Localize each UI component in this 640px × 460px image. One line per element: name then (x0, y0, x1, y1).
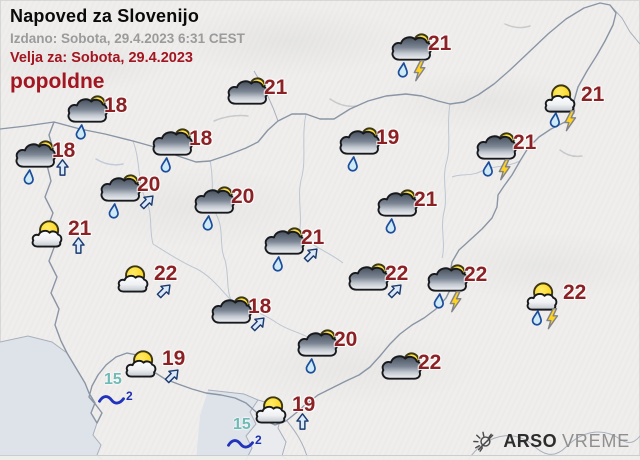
thunderstorm-icon (476, 132, 518, 181)
logo-product: VREME (561, 431, 630, 451)
weather-station: 22 (525, 280, 586, 334)
temperature-label: 22 (563, 281, 587, 304)
sketch-sun-icon (473, 431, 494, 452)
temperature-label: 19 (376, 126, 400, 149)
wind-arrow-ne-icon (156, 282, 173, 299)
rain-shower-icon (100, 174, 142, 220)
weather-station: 22 (426, 262, 487, 316)
rain-shower-icon (339, 127, 381, 173)
arso-vreme-logo: ARSO VREME (471, 429, 630, 454)
adriatic-sea (0, 336, 102, 460)
temperature-label: 22 (464, 263, 488, 286)
sea-temperature-label: 15 (233, 416, 251, 433)
temperature-label: 18 (248, 295, 272, 318)
weather-station: 22 (116, 261, 177, 315)
temperature-label: 22 (154, 262, 178, 285)
logo-agency: ARSO (503, 431, 557, 451)
temperature-label: 21 (301, 226, 325, 249)
weather-station: 18 (14, 138, 75, 192)
sun-rain-storm-icon (544, 84, 577, 132)
weather-station: 21 (263, 225, 324, 279)
temperature-label: 18 (52, 139, 76, 162)
temperature-label: 21 (68, 217, 92, 240)
valid-date: Velja za: Sobota, 29.4.2023 (10, 50, 193, 67)
wave-icon (98, 395, 125, 405)
weather-station: 19 (254, 392, 315, 446)
mostly-cloudy-icon (381, 352, 423, 380)
temperature-label: 19 (292, 393, 316, 416)
temperature-label: 20 (334, 328, 358, 351)
weather-station: 21 (30, 216, 91, 270)
bay-of-piran-sea (196, 390, 258, 460)
river-line (95, 158, 124, 166)
rain-shower-icon (152, 128, 194, 174)
partly-sunny-icon (117, 265, 149, 293)
temperature-label: 22 (385, 262, 409, 285)
weather-station: 21 (475, 130, 536, 184)
weather-station: 18 (66, 93, 127, 147)
partly-sunny-icon (31, 220, 63, 248)
rain-shower-icon (264, 227, 306, 273)
sea-temperature-label: 15 (104, 371, 122, 388)
wave-height-value: 2 (126, 389, 133, 403)
temperature-label: 19 (162, 347, 186, 370)
temperature-label: 21 (581, 83, 605, 106)
weather-station: 18 (151, 126, 212, 180)
thunderstorm-icon (391, 33, 433, 82)
sun-rain-storm-icon (526, 282, 559, 330)
issued-timestamp: Izdano: Sobota, 29.4.2023 6:31 CEST (10, 30, 245, 46)
temperature-label: 18 (104, 94, 128, 117)
map-header: Napoved za Slovenijo Izdano: Sobota, 29.… (10, 6, 245, 94)
rain-shower-icon (377, 189, 419, 235)
wind-arrow-ne-icon (139, 193, 156, 210)
weather-station: 20 (193, 184, 254, 238)
italy-austria-border (0, 121, 55, 130)
rain-shower-icon (297, 329, 339, 375)
weather-station: 20 (296, 327, 357, 381)
wave-height-value: 2 (255, 433, 262, 447)
wind-arrow-ne-icon (164, 367, 181, 384)
temperature-label: 21 (264, 76, 288, 99)
wave-height-indicator: 2 (98, 389, 133, 406)
wind-arrow-ne-icon (387, 282, 404, 299)
wind-arrow-ne-icon (303, 246, 320, 263)
wind-arrow-ne-icon (250, 315, 267, 332)
wind-arrow-up-icon (56, 159, 69, 176)
weather-station: 22 (380, 350, 441, 404)
weather-station: 19 (124, 346, 185, 400)
weather-station: 22 (347, 261, 408, 315)
wind-arrow-up-icon (72, 237, 85, 254)
temperature-label: 22 (418, 351, 442, 374)
wave-height-indicator: 2 (227, 433, 262, 450)
weather-station: 21 (543, 82, 604, 136)
mostly-cloudy-icon (211, 296, 253, 324)
rain-shower-icon (15, 140, 57, 186)
page-title: Napoved za Slovenijo (10, 6, 200, 26)
temperature-label: 21 (428, 32, 452, 55)
weather-station: 21 (376, 187, 437, 241)
weather-station: 18 (210, 294, 271, 348)
weather-station: 21 (226, 75, 287, 129)
rain-shower-icon (194, 186, 236, 232)
forecast-period: popoldne (10, 69, 105, 93)
temperature-label: 20 (231, 185, 255, 208)
temperature-label: 21 (414, 188, 438, 211)
wave-icon (227, 439, 254, 449)
slovenia-national-border (44, 2, 617, 426)
temperature-label: 18 (189, 127, 213, 150)
temperature-label: 21 (513, 131, 537, 154)
weather-station: 21 (390, 31, 451, 85)
mostly-cloudy-icon (348, 263, 390, 291)
weather-station: 19 (338, 125, 399, 179)
temperature-label: 20 (137, 173, 161, 196)
wind-arrow-up-icon (296, 413, 309, 430)
thunderstorm-icon (427, 264, 469, 313)
weather-station: 20 (99, 172, 160, 226)
